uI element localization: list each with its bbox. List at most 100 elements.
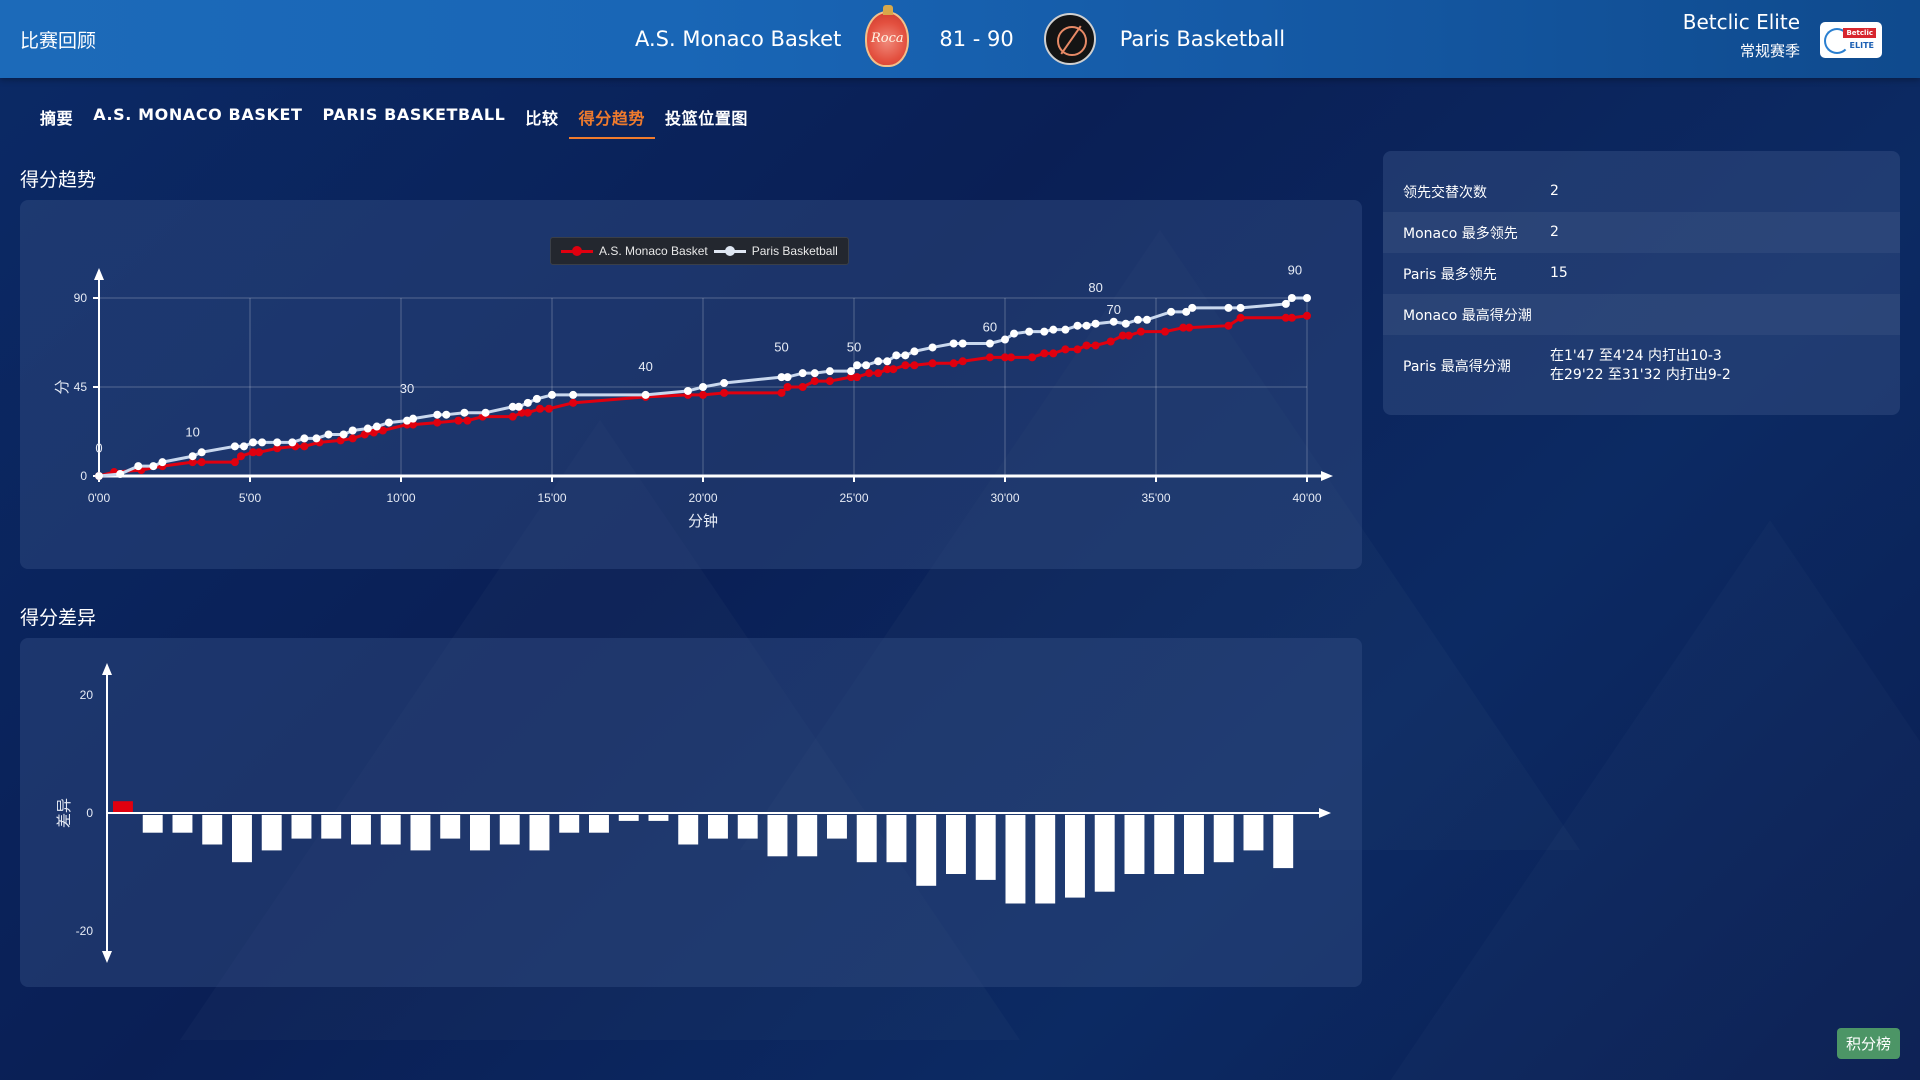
monaco-point [1287,313,1296,322]
monaco-point [197,458,206,467]
monaco-point [846,373,855,382]
paris-point [1188,303,1197,312]
monaco-point [798,383,807,391]
legend-monaco-label[interactable]: A.S. Monaco Basket [599,244,708,258]
paris-point [883,357,892,366]
paris-point [862,361,871,370]
paris-point [1049,325,1058,334]
monaco-point [825,377,834,386]
paris-point [149,462,158,471]
monaco-point [1136,327,1145,336]
milestone-label: 40 [638,359,652,374]
stat-value: 在1'47 至4'24 内打出10-3 在29'22 至31'32 内打出9-2 [1550,347,1731,383]
paris-point [384,418,393,427]
paris-lead-bar [708,815,728,839]
score-diff-chart[interactable]: -20 0 20 差异 [20,638,1362,987]
paris-point [1167,307,1176,316]
monaco-point [1106,337,1115,346]
stat-row-monaco-best-run: Monaco 最高得分潮 [1383,294,1900,335]
paris-point [1001,335,1009,344]
paris-point [1025,327,1034,336]
paris-lead-bar [916,815,937,886]
paris-point [273,438,282,447]
paris-lead-bar [946,815,966,874]
paris-point [777,373,786,382]
monaco-point [360,430,369,439]
paris-point [958,339,967,348]
tab-monaco[interactable]: A.S. MONACO BASKET [93,105,303,124]
legend-paris-label[interactable]: Paris Basketball [751,244,838,258]
monaco-point [1161,327,1170,336]
monaco-legend-swatch-icon[interactable] [561,246,593,256]
paris-point [641,390,650,399]
paris-legend-swatch-icon[interactable] [713,246,746,256]
tab-shot-chart[interactable]: 投篮位置图 [665,109,749,128]
score-trend-title: 得分趋势 [20,169,97,191]
paris-logo-icon[interactable] [1043,13,1096,65]
x-tick-label: 35'00 [1142,491,1171,505]
monaco-point [949,359,958,368]
paris-lead-bar [440,815,461,839]
x-axis-arrow-icon [1319,808,1331,818]
y-tick-label: 90 [74,291,88,305]
monaco-logo-icon[interactable]: Roca [865,5,910,67]
x-tick-label: 20'00 [689,491,718,505]
tab-score-trend[interactable]: 得分趋势 [568,102,656,139]
paris-point [532,394,541,403]
tab-paris[interactable]: PARIS BASKETBALL [322,105,506,124]
monaco-point [783,383,792,391]
final-score: 81 - 90 [939,27,1014,51]
paris-point [300,434,309,443]
away-team-name[interactable]: Paris Basketball [1119,27,1286,51]
milestone-label: 50 [774,339,788,354]
paris-point [1287,294,1296,302]
paris-lead-bar [291,815,312,839]
monaco-point [273,444,282,453]
monaco-point [1124,331,1133,340]
monaco-point [255,448,264,457]
monaco-lead-bar [113,801,133,813]
y-axis-down-arrow-icon [102,951,112,963]
monaco-point [889,365,898,374]
monaco-point [1082,341,1091,350]
stat-row-paris-best-run: Paris 最高得分潮 在1'47 至4'24 内打出10-3 在29'22 至… [1383,335,1900,396]
tab-compare[interactable]: 比较 [525,109,559,128]
x-tick-label: 30'00 [991,491,1020,505]
monaco-point [1236,313,1245,322]
monaco-point [1281,313,1290,322]
monaco-point [1224,321,1233,330]
paris-point [798,369,807,378]
paris-point [258,438,267,447]
paris-lead-bar [856,815,877,863]
tab-summary[interactable]: 摘要 [40,109,74,128]
score-trend-chart[interactable]: 0 45 90 0'00 5'00 10'00 15'00 20'00 25'00 30'00 35… [20,200,1362,569]
paris-point [460,408,469,417]
paris-point [1224,303,1233,312]
monaco-point [517,408,526,417]
monaco-point [1007,353,1016,362]
stat-row-lead-changes: 领先交替次数 2 [1383,171,1900,212]
monaco-point [699,390,707,399]
paris-point [846,367,855,376]
paris-lead-bar [1065,815,1085,898]
chart-legend: A.S. Monaco Basket Paris Basketball [550,237,849,265]
milestone-label: 30 [400,381,414,396]
home-team-name[interactable]: A.S. Monaco Basket [634,27,842,51]
y-tick-label: 0 [86,806,93,820]
paris-point [874,357,883,366]
paris-point [116,470,125,479]
monaco-point [523,408,532,417]
milestone-label: 0 [95,440,102,455]
paris-point [548,390,556,399]
standings-button[interactable]: 积分榜 [1837,1028,1900,1059]
milestone-label: 80 [1088,280,1102,295]
monaco-point [1091,341,1100,350]
paris-lead-bar [380,815,401,845]
paris-point [1182,307,1191,316]
stat-row-paris-max-lead: Paris 最多领先 15 [1383,253,1900,294]
score-trend-panel: 0 45 90 0'00 5'00 10'00 15'00 20'00 25'00 30'00 35… [20,200,1362,569]
stat-label: Paris 最高得分潮 [1403,358,1511,375]
y-tick-label: 45 [74,380,88,394]
paris-lead-bar [321,815,342,839]
paris-lead-bar [618,815,639,821]
